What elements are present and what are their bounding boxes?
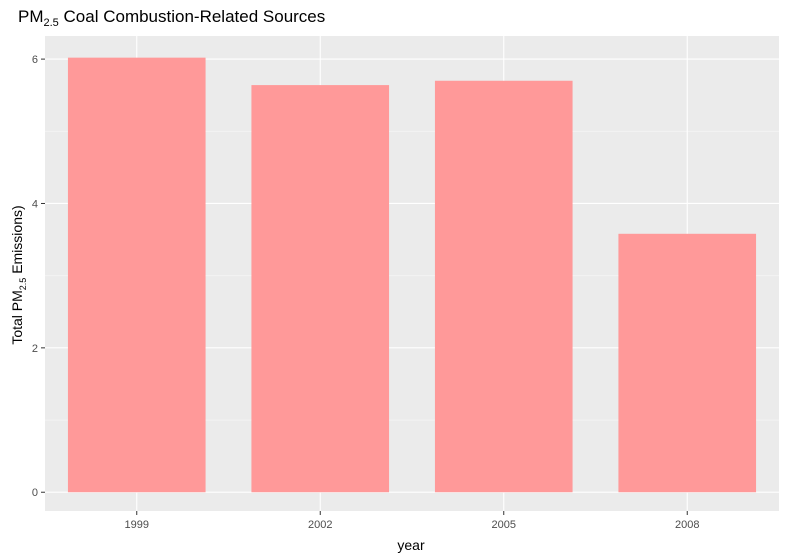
x-axis-label: year <box>397 537 425 553</box>
bar-2002 <box>251 85 390 493</box>
y-axis-label-rest: Emissions) <box>9 205 25 277</box>
y-axis-label-subscript: 2.5 <box>18 278 28 291</box>
bar-series <box>67 57 757 493</box>
plot-area <box>45 36 779 511</box>
bar-2005 <box>434 80 573 493</box>
chart-title-rest: Coal Combustion-Related Sources <box>59 7 325 26</box>
chart-title-main: PM <box>18 7 44 26</box>
y-tick-label: 6 <box>32 54 38 66</box>
y-tick-label: 2 <box>32 343 38 355</box>
x-tick-label: 2005 <box>492 519 516 531</box>
x-axis: 1999 2002 2005 2008 <box>125 511 699 531</box>
x-tick-label: 2008 <box>675 519 699 531</box>
y-tick-label: 4 <box>32 198 38 210</box>
chart-title-subscript: 2.5 <box>44 17 59 29</box>
x-tick-label: 1999 <box>125 519 149 531</box>
bar-2008 <box>618 233 757 493</box>
y-axis-label-main: Total PM <box>9 290 25 344</box>
bar-1999 <box>67 57 206 493</box>
y-axis-label: Total PM2.5 Emissions) <box>9 205 28 344</box>
y-tick-label: 0 <box>32 487 38 499</box>
x-tick-label: 2002 <box>308 519 332 531</box>
chart-title: PM2.5 Coal Combustion-Related Sources <box>18 7 325 29</box>
y-axis: 0 2 4 6 <box>32 54 45 499</box>
